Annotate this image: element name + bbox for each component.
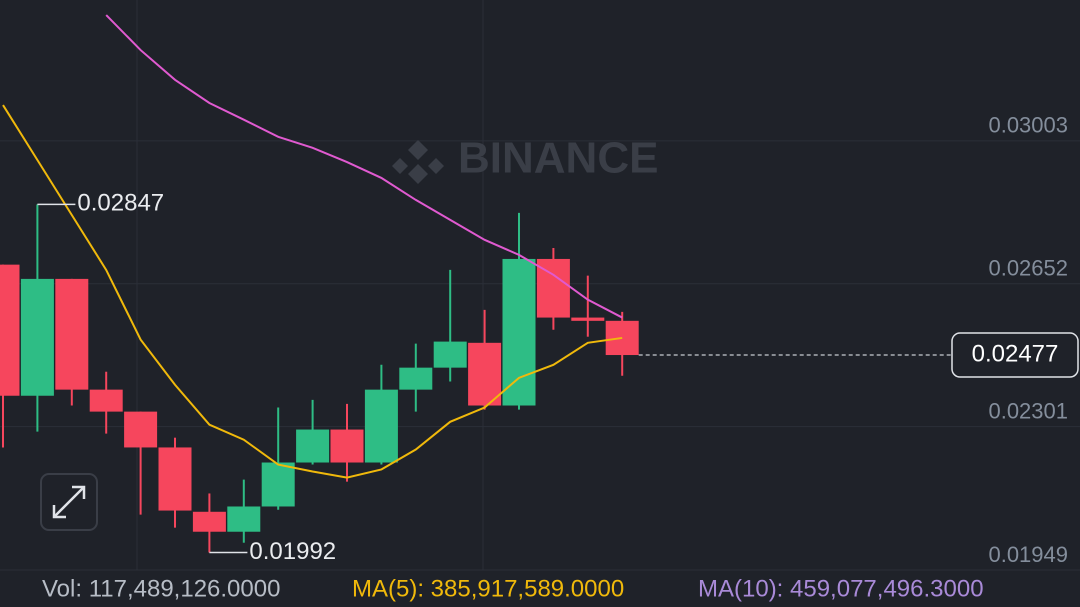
candle-body (55, 278, 89, 390)
watermark: BINANCE (458, 134, 658, 183)
candle-body (192, 511, 226, 532)
footer-ma10: MA(10): 459,077,496.3000 (698, 575, 984, 602)
low-label: 0.01992 (249, 538, 336, 565)
candle-body (158, 447, 192, 511)
candle-body (227, 506, 261, 532)
candle-body (296, 429, 330, 463)
high-label: 0.02847 (77, 190, 164, 217)
grid: 0.03003 0.02652 0.02301 0.01949 (0, 113, 1080, 571)
candle-body (468, 342, 502, 406)
candle-body (0, 264, 20, 396)
ma-lines (2, 14, 623, 479)
candle-body (261, 462, 295, 507)
candle-body (124, 411, 158, 448)
candle-body (20, 278, 54, 396)
y-tick-label: 0.02652 (988, 256, 1068, 281)
footer-ma5: MA(5): 385,917,589.0000 (352, 575, 624, 602)
y-tick-label: 0.01949 (988, 542, 1068, 567)
last-price-box (951, 332, 1079, 378)
candle-body (89, 389, 123, 412)
ma-line (105, 14, 623, 319)
y-tick-label: 0.02301 (988, 398, 1068, 423)
candle-body (433, 341, 467, 368)
candle-body (330, 429, 364, 463)
candle-body (502, 258, 536, 406)
footer-vol: Vol: 117,489,126.0000 (42, 575, 280, 602)
ma-line (2, 104, 623, 479)
expand-icon (52, 485, 86, 519)
last-price-label: 0.02477 (972, 340, 1059, 367)
marks: 0.02847 0.01992 0.02477 (0, 14, 1079, 565)
candle-body (571, 317, 605, 321)
watermark-logo (392, 140, 444, 184)
candle-body (399, 367, 433, 390)
candle-body (364, 389, 398, 463)
y-tick-label: 0.03003 (988, 113, 1068, 138)
